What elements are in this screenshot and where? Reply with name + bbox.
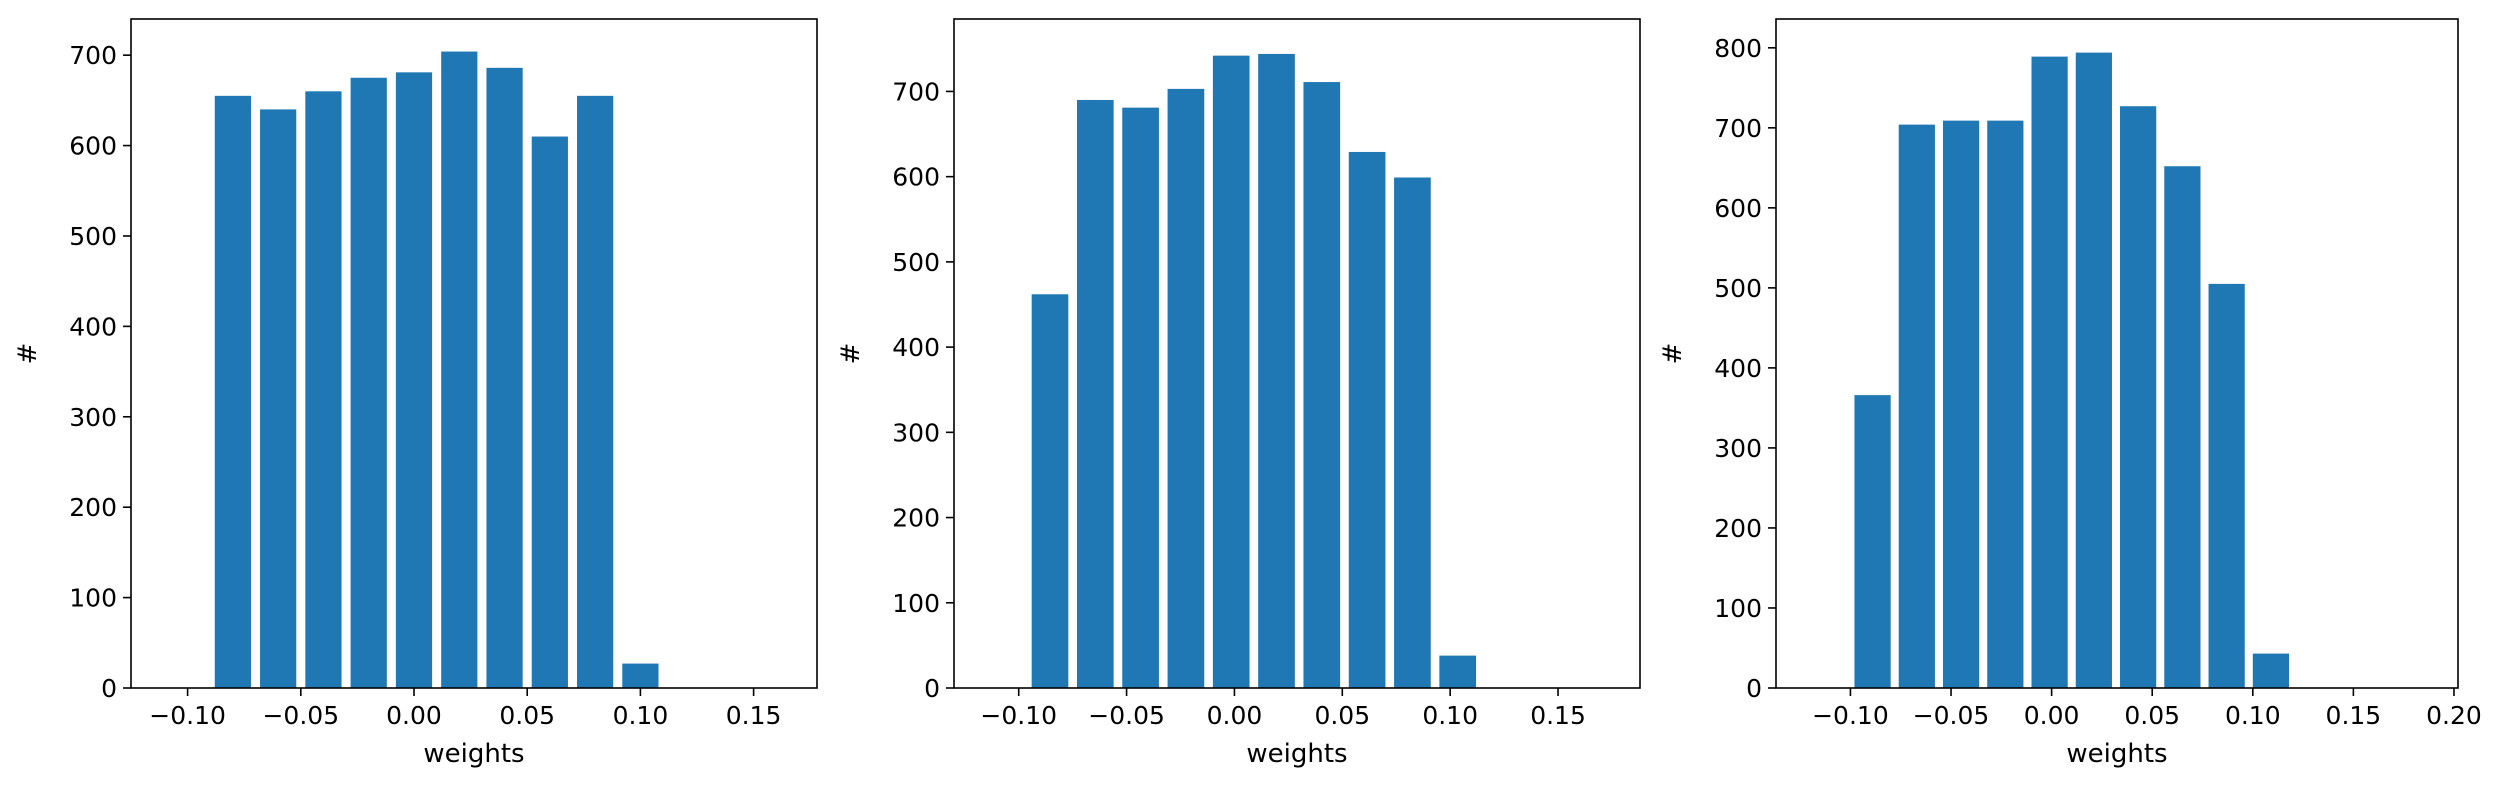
bar [1439,655,1477,688]
y-tick-label: 300 [892,418,940,447]
bar [395,72,433,689]
bar [214,95,251,689]
bar-group [1854,52,2290,689]
y-tick-label: 500 [1714,274,1762,303]
bar [2120,106,2157,689]
x-tick-label: −0.10 [980,701,1057,730]
bar [2252,653,2290,688]
y-tick-label: 200 [69,493,117,522]
x-tick-label: 0.00 [1207,701,1263,730]
x-tick-label: 0.15 [1530,701,1586,730]
x-tick-label: −0.05 [1088,701,1165,730]
x-tick-label: 0.05 [1314,701,1370,730]
y-tick-label: 0 [924,674,940,703]
y-tick-label: 0 [101,674,117,703]
y-axis-label: # [836,343,866,365]
chart-panel-1: −0.10 −0.05 0.00 0.05 0.10 0.15 0 100 200 300 400… [13,18,818,769]
bar [1076,99,1114,688]
x-tick-label: −0.05 [1913,701,1990,730]
y-tick-label: 100 [69,584,117,613]
bar [1394,177,1431,688]
y-tick-label: 300 [1714,434,1762,463]
bar [1854,395,1891,688]
bar [305,91,342,688]
x-tick-label: 0.15 [726,701,782,730]
bar [1898,124,1935,688]
y-tick-label: 600 [892,163,940,192]
x-axis-label: weights [1246,739,1347,769]
bar [1258,53,1295,688]
chart-panel-3: −0.10 −0.05 0.00 0.05 0.10 0.15 0.20 0 100 200 30… [1658,18,2482,769]
x-tick-label: 0.20 [2426,701,2482,730]
bar-group [214,51,659,689]
bar [1303,82,1341,688]
y-tick-label: 600 [69,132,117,161]
bar [1348,151,1386,688]
y-tick-label: 200 [892,504,940,533]
bar [260,109,297,688]
x-tick-label: −0.05 [262,701,339,730]
y-tick-label: 300 [69,403,117,432]
y-tick-label: 500 [892,248,940,277]
x-axis-label: weights [2066,739,2167,769]
y-tick-label: 700 [69,41,117,70]
y-tick-label: 100 [892,589,940,618]
bar [350,77,387,688]
bar [1987,120,2024,688]
bar [1942,120,1980,688]
y-axis-label: # [13,343,43,365]
axes-frame [1775,18,2459,689]
x-axis-label: weights [423,739,524,769]
y-tick-label: 400 [892,333,940,362]
x-tick-label: −0.10 [1812,701,1889,730]
y-tick-label: 700 [1714,114,1762,143]
y-tick-label: 0 [1746,674,1762,703]
x-tick-label: 0.15 [2326,701,2382,730]
bar [2031,56,2068,689]
y-tick-label: 200 [1714,514,1762,543]
y-tick-label: 400 [1714,354,1762,383]
bar [1122,107,1159,688]
bar [531,136,568,688]
bar-group [1031,53,1477,688]
bar [2164,166,2201,689]
bar [1212,55,1250,688]
x-axis-ticks: −0.10 −0.05 0.00 0.05 0.10 0.15 [980,688,1586,730]
y-axis-label: # [1658,343,1688,365]
y-tick-label: 400 [69,312,117,341]
y-tick-label: 500 [69,222,117,251]
x-tick-label: −0.10 [149,701,226,730]
x-tick-label: 0.05 [2124,701,2180,730]
x-tick-label: 0.05 [499,701,555,730]
bar [622,663,659,688]
axes-frame [953,18,1641,689]
bar [2075,52,2112,689]
bar [1167,88,1205,688]
x-tick-label: 0.00 [386,701,442,730]
y-tick-label: 100 [1714,594,1762,623]
x-axis-ticks: −0.10 −0.05 0.00 0.05 0.10 0.15 [149,688,781,730]
x-tick-label: 0.10 [613,701,669,730]
bar [577,95,614,689]
y-tick-label: 800 [1714,34,1762,63]
x-axis-ticks: −0.10 −0.05 0.00 0.05 0.10 0.15 0.20 [1812,688,2482,730]
x-tick-label: 0.10 [2225,701,2281,730]
y-axis-ticks: 0 100 200 300 400 500 600 700 [69,41,131,703]
bar [486,67,523,688]
y-axis-ticks: 0 100 200 300 400 500 600 700 [892,77,954,703]
x-tick-label: 0.10 [1422,701,1478,730]
bar [2208,283,2245,688]
y-tick-label: 700 [892,77,940,106]
y-tick-label: 600 [1714,194,1762,223]
y-axis-ticks: 0 100 200 300 400 500 600 700 800 [1714,34,1776,703]
axes-frame [130,18,818,689]
bar [441,51,478,689]
chart-panel-2: −0.10 −0.05 0.00 0.05 0.10 0.15 0 100 200 300 400… [836,18,1641,769]
x-tick-label: 0.00 [2024,701,2080,730]
bar [1031,294,1069,688]
